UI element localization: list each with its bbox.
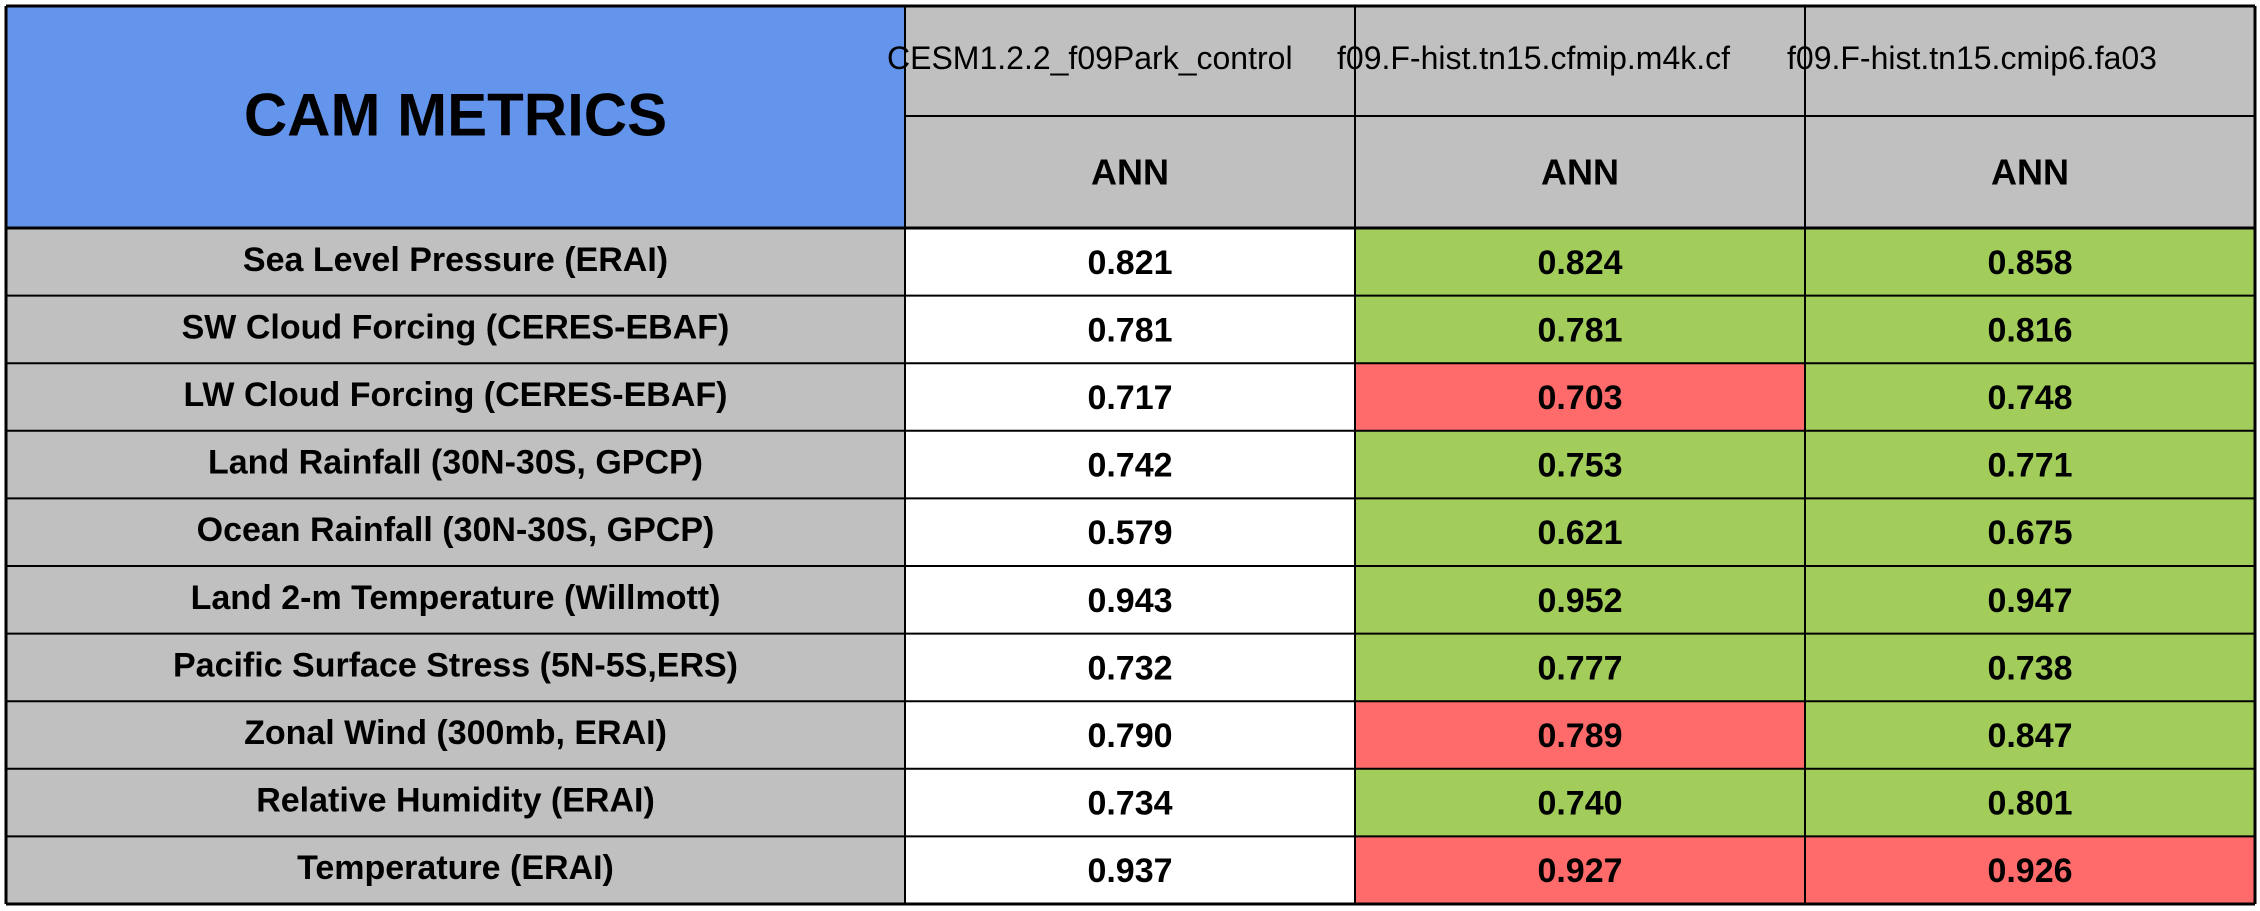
value-cell-better (1805, 228, 2255, 296)
metric-value: 0.847 (1987, 717, 2072, 755)
value-cell-baseline (905, 228, 1355, 296)
row-label: Sea Level Pressure (ERAI) (243, 241, 668, 279)
metric-value: 0.824 (1537, 244, 1622, 282)
row-label-cell (6, 295, 905, 364)
row-label-cell (6, 363, 905, 431)
value-cell-better (1805, 768, 2255, 837)
value-cell-better (1805, 701, 2255, 769)
metric-value: 0.858 (1987, 244, 2072, 282)
metric-value: 0.675 (1987, 514, 2072, 552)
cell-labels: CAM METRICS CESM1.2.2_f09Park_control ANN f… (173, 40, 2157, 890)
row-label: Land 2-m Temperature (Willmott) (191, 579, 721, 617)
metric-value: 0.621 (1537, 514, 1622, 552)
metric-value: 0.937 (1087, 852, 1172, 890)
column-model-name: f09.F-hist.tn15.cmip6.fa03 (1787, 40, 2157, 76)
grid-lines (4, 4, 2257, 906)
metric-value: 0.789 (1537, 717, 1622, 755)
value-cell-better (1355, 430, 1805, 499)
value-cell-better (1805, 295, 2255, 364)
value-cell-better (1805, 430, 2255, 499)
row-label: Temperature (ERAI) (297, 849, 614, 887)
metric-value: 0.927 (1537, 852, 1622, 890)
value-cell-better (1805, 566, 2255, 634)
metric-value: 0.947 (1987, 582, 2072, 620)
metric-value: 0.738 (1987, 649, 2072, 687)
metric-value: 0.753 (1537, 447, 1622, 485)
value-cell-better (1805, 633, 2255, 702)
title-cell (6, 6, 905, 228)
metric-value: 0.734 (1087, 785, 1172, 823)
metric-value: 0.952 (1537, 582, 1622, 620)
value-cell-better (1355, 295, 1805, 364)
value-cell-baseline (905, 498, 1355, 566)
value-cell-baseline (905, 633, 1355, 702)
column-season: ANN (1091, 152, 1169, 193)
row-label-cell (6, 430, 905, 499)
row-label-cell (6, 701, 905, 769)
cell-backgrounds (6, 6, 2255, 904)
row-label: SW Cloud Forcing (CERES-EBAF) (182, 308, 730, 346)
column-season: ANN (1991, 152, 2069, 193)
column-model-name: f09.F-hist.tn15.cfmip.m4k.cf (1337, 40, 1730, 76)
value-cell-better (1355, 566, 1805, 634)
value-cell-baseline (905, 363, 1355, 431)
metric-value: 0.781 (1087, 311, 1172, 349)
value-cell-baseline (905, 768, 1355, 837)
metric-value: 0.816 (1987, 311, 2072, 349)
metric-value: 0.742 (1087, 447, 1172, 485)
metric-value: 0.781 (1537, 311, 1622, 349)
metric-value: 0.748 (1987, 379, 2072, 417)
row-label: Zonal Wind (300mb, ERAI) (244, 714, 667, 752)
metric-value: 0.801 (1987, 785, 2072, 823)
value-cell-baseline (905, 836, 1355, 904)
metric-value: 0.732 (1087, 649, 1172, 687)
metric-value: 0.717 (1087, 379, 1172, 417)
value-cell-better (1355, 498, 1805, 566)
row-label-cell (6, 633, 905, 702)
value-cell-better (1805, 498, 2255, 566)
row-label-cell (6, 836, 905, 904)
column-season: ANN (1541, 152, 1619, 193)
value-cell-baseline (905, 430, 1355, 499)
value-cell-better (1355, 633, 1805, 702)
row-label: Ocean Rainfall (30N-30S, GPCP) (197, 511, 715, 549)
row-label-cell (6, 498, 905, 566)
metric-value: 0.821 (1087, 244, 1172, 282)
row-label-cell (6, 768, 905, 837)
value-cell-baseline (905, 566, 1355, 634)
row-label-cell (6, 566, 905, 634)
row-label: LW Cloud Forcing (CERES-EBAF) (184, 376, 728, 414)
table-title: CAM METRICS (244, 82, 667, 149)
metric-value: 0.771 (1987, 447, 2072, 485)
value-cell-worse (1355, 701, 1805, 769)
metric-value: 0.703 (1537, 379, 1622, 417)
row-label: Pacific Surface Stress (5N-5S,ERS) (173, 646, 738, 684)
metric-value: 0.790 (1087, 717, 1172, 755)
value-cell-worse (1805, 836, 2255, 904)
value-cell-better (1355, 768, 1805, 837)
value-cell-better (1805, 363, 2255, 431)
metric-value: 0.579 (1087, 514, 1172, 552)
value-cell-worse (1355, 836, 1805, 904)
metric-value: 0.926 (1987, 852, 2072, 890)
value-cell-baseline (905, 295, 1355, 364)
metric-value: 0.740 (1537, 785, 1622, 823)
row-label: Relative Humidity (ERAI) (256, 782, 655, 820)
value-cell-baseline (905, 701, 1355, 769)
metric-value: 0.943 (1087, 582, 1172, 620)
value-cell-better (1355, 228, 1805, 296)
row-label: Land Rainfall (30N-30S, GPCP) (208, 444, 703, 482)
column-model-name: CESM1.2.2_f09Park_control (887, 40, 1293, 76)
row-label-cell (6, 228, 905, 296)
metric-value: 0.777 (1537, 649, 1622, 687)
value-cell-worse (1355, 363, 1805, 431)
